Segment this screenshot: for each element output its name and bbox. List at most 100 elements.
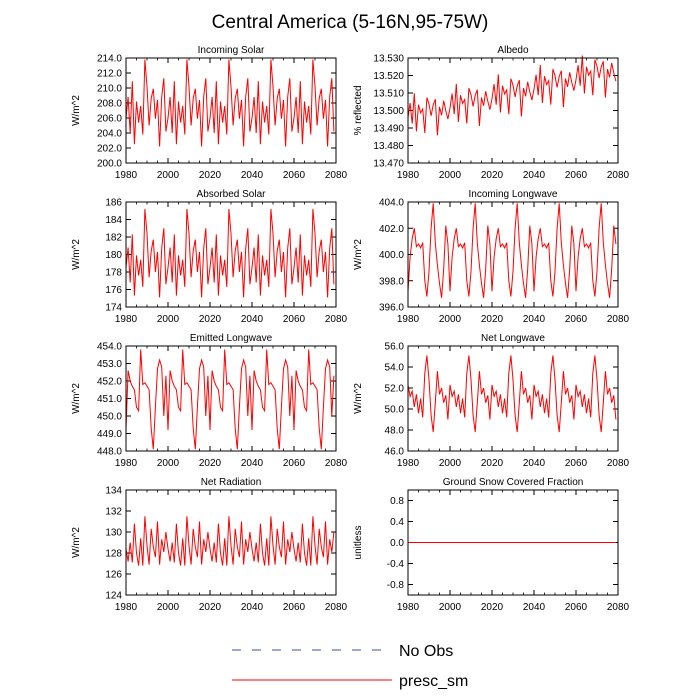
y-tick-label: 448.0 [97, 447, 122, 458]
panel-title: Albedo [497, 45, 529, 56]
panel-title: Absorbed Solar [197, 189, 267, 200]
panel-absorbed-solar: Absorbed Solar W/m^2 1980 2000 2020 2040 2060 2… [71, 189, 348, 325]
x-tick-label: 2040 [523, 314, 546, 325]
x-tick-label: 2060 [565, 314, 588, 325]
y-tick-label: 134 [105, 486, 122, 497]
plot-frame [125, 201, 337, 308]
x-tick-label: 2080 [607, 602, 630, 613]
x-tick-label: 1980 [115, 458, 138, 469]
x-tick-label: 2000 [157, 602, 180, 613]
y-tick-label: 400.0 [379, 250, 404, 261]
x-tick-label: 2080 [607, 458, 630, 469]
y-tick-label: 449.0 [97, 429, 122, 440]
legend: No Obs presc_sm [232, 643, 468, 690]
y-tick-label: 200.0 [97, 159, 122, 170]
y-tick-label: 450.0 [97, 412, 122, 423]
x-tick-label: 2000 [439, 314, 462, 325]
y-tick-label: 132 [105, 507, 122, 518]
x-tick-label: 2020 [199, 314, 222, 325]
x-tick-label: 1980 [115, 170, 138, 181]
x-tick-label: 2020 [481, 314, 504, 325]
legend-no-obs-label: No Obs [399, 643, 453, 660]
y-axis-label: % reflected [353, 85, 364, 135]
y-tick-label: 0.0 [390, 538, 404, 549]
legend-presc-sm-label: presc_sm [399, 673, 468, 690]
y-tick-label: 202.0 [97, 144, 122, 155]
series-line-presc-sm [125, 516, 335, 566]
x-tick-label: 2080 [325, 170, 348, 181]
y-tick-label: 13.490 [373, 124, 404, 135]
y-tick-label: 124 [105, 591, 122, 602]
y-tick-label: -0.4 [387, 559, 405, 570]
y-tick-label: 54.0 [385, 363, 405, 374]
plot-frame [407, 57, 619, 164]
y-axis-label: W/m^2 [353, 383, 364, 414]
plot-frame [407, 201, 619, 308]
y-tick-label: 186 [105, 198, 122, 209]
y-tick-label: 13.520 [373, 71, 404, 82]
x-tick-label: 2060 [565, 170, 588, 181]
series-line-presc-sm [407, 203, 617, 298]
panel-albedo: Albedo % reflected 1980 2000 2020 2040 2060 208… [353, 45, 630, 181]
y-tick-label: 13.500 [373, 106, 404, 117]
y-tick-label: 128 [105, 549, 122, 560]
y-tick-label: 208.0 [97, 99, 122, 110]
panel-ground-snow-covered-fraction: Ground Snow Covered Fraction unitless 1980… [353, 477, 630, 613]
x-tick-label: 1980 [397, 458, 420, 469]
y-tick-label: 56.0 [385, 342, 405, 353]
x-tick-label: 2060 [283, 602, 306, 613]
y-axis-label: W/m^2 [71, 383, 82, 414]
x-tick-label: 2000 [157, 170, 180, 181]
y-tick-label: 0.4 [390, 517, 404, 528]
y-tick-label: -0.8 [387, 580, 405, 591]
y-axis-label: W/m^2 [71, 239, 82, 270]
y-tick-label: 402.0 [379, 224, 404, 235]
panel-incoming-longwave: Incoming Longwave W/m^2 1980 2000 2020 2040 20… [353, 189, 630, 325]
y-tick-label: 451.0 [97, 394, 122, 405]
x-tick-label: 2020 [481, 602, 504, 613]
x-tick-label: 2060 [565, 458, 588, 469]
panels-container: Incoming Solar W/m^2 1980 2000 2020 2040 2060 2… [71, 45, 630, 613]
x-tick-label: 2040 [523, 602, 546, 613]
x-tick-label: 2060 [283, 314, 306, 325]
x-tick-label: 2040 [523, 170, 546, 181]
panel-net-radiation: Net Radiation W/m^2 1980 2000 2020 2040 2060 20… [71, 477, 348, 613]
x-tick-label: 2080 [325, 314, 348, 325]
panel-title: Net Longwave [481, 333, 545, 344]
x-tick-label: 2020 [199, 170, 222, 181]
panel-net-longwave: Net Longwave W/m^2 1980 2000 2020 2040 2060 208… [353, 333, 630, 469]
series-line-presc-sm [125, 59, 335, 147]
plot-frame [407, 345, 619, 452]
x-tick-label: 2080 [325, 458, 348, 469]
x-tick-label: 2040 [241, 314, 264, 325]
y-tick-label: 46.0 [385, 447, 405, 458]
y-tick-label: 13.470 [373, 159, 404, 170]
panel-incoming-solar: Incoming Solar W/m^2 1980 2000 2020 2040 2060 2… [71, 45, 348, 181]
x-tick-label: 2000 [157, 458, 180, 469]
y-tick-label: 176 [105, 285, 122, 296]
x-tick-label: 1980 [397, 602, 420, 613]
y-tick-label: 453.0 [97, 359, 122, 370]
series-line-presc-sm [125, 349, 335, 450]
x-tick-label: 2060 [283, 170, 306, 181]
x-tick-label: 2000 [439, 602, 462, 613]
x-tick-label: 2020 [481, 170, 504, 181]
y-tick-label: 182 [105, 233, 122, 244]
y-axis-label: W/m^2 [353, 239, 364, 270]
x-tick-label: 1980 [115, 314, 138, 325]
panel-title: Incoming Solar [198, 45, 265, 56]
y-tick-label: 214.0 [97, 54, 122, 65]
x-tick-label: 2020 [481, 458, 504, 469]
x-tick-label: 2060 [283, 458, 306, 469]
y-tick-label: 204.0 [97, 129, 122, 140]
y-tick-label: 0.8 [390, 496, 404, 507]
y-tick-label: 50.0 [385, 405, 405, 416]
y-tick-label: 48.0 [385, 426, 405, 437]
y-tick-label: 130 [105, 528, 122, 539]
x-tick-label: 2080 [607, 170, 630, 181]
panel-title: Net Radiation [201, 477, 262, 488]
x-tick-label: 2080 [607, 314, 630, 325]
x-tick-label: 2000 [157, 314, 180, 325]
x-tick-label: 2040 [523, 458, 546, 469]
y-tick-label: 13.510 [373, 89, 404, 100]
